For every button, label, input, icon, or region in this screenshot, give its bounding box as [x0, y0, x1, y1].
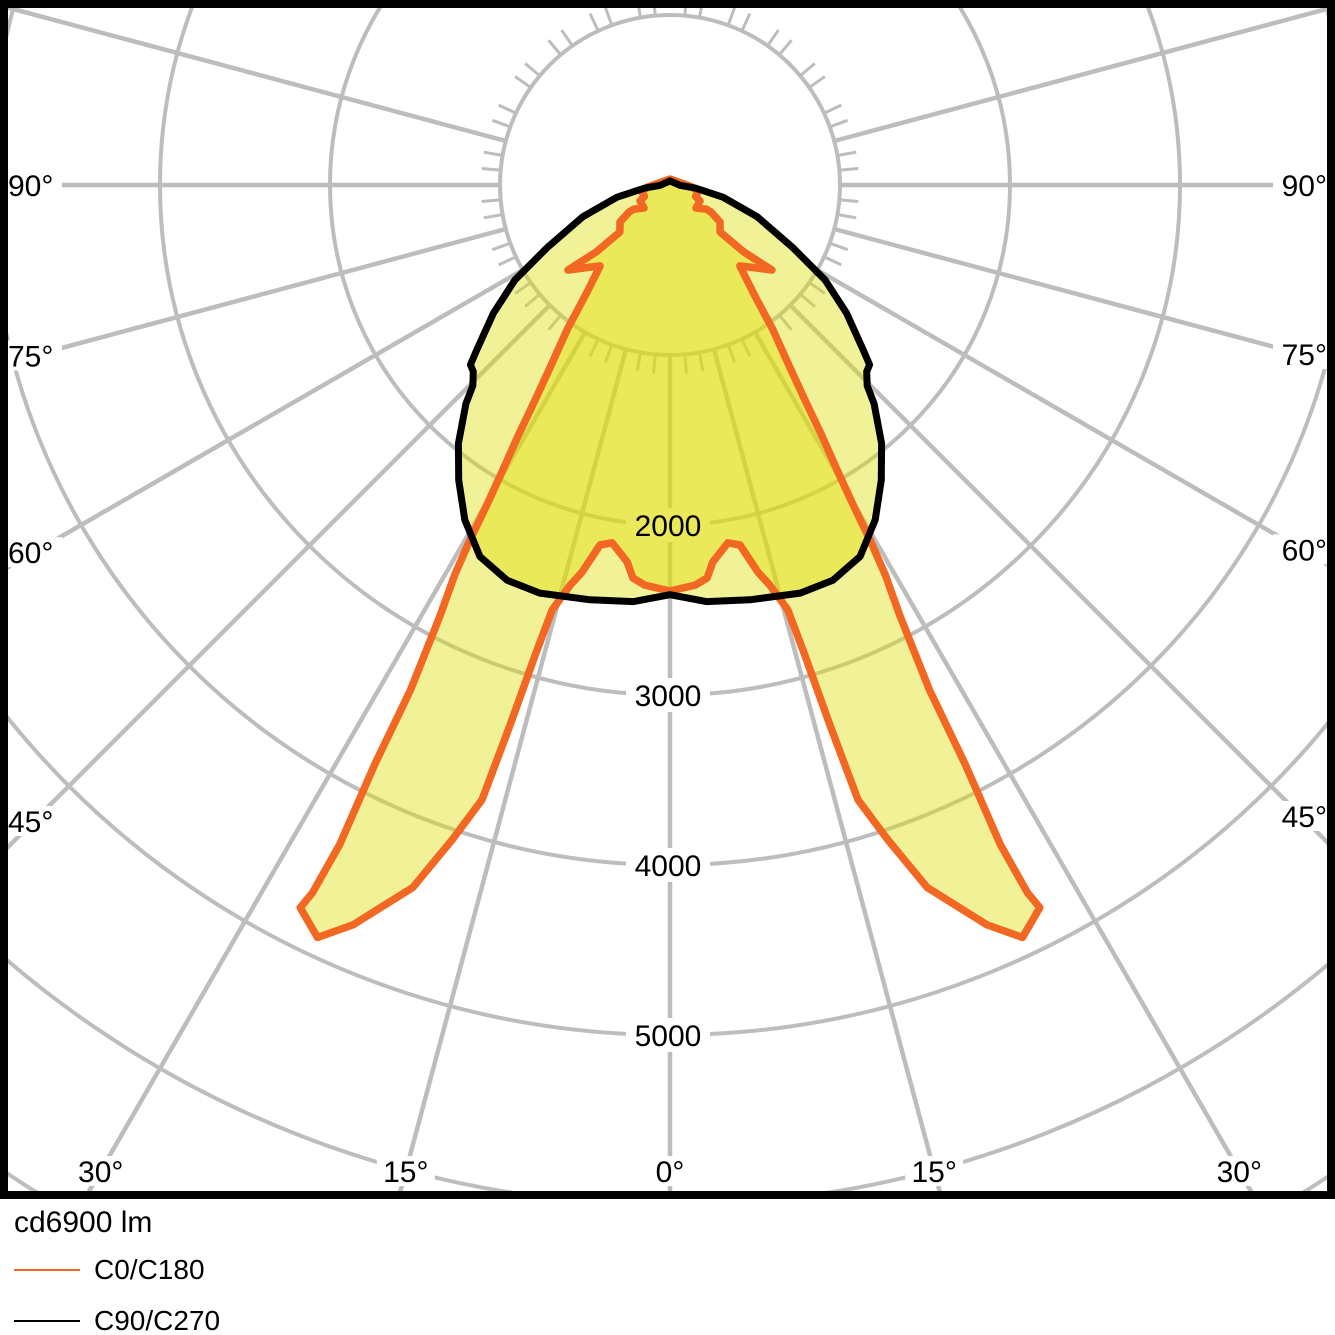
angle-label-left-2: 60°	[8, 537, 53, 570]
angle-label-right-0: 90°	[1282, 170, 1327, 203]
angle-label-bottom-4: 30°	[1217, 1156, 1262, 1189]
angle-label-left-1: 75°	[8, 340, 53, 373]
angle-label-bottom-3: 15°	[912, 1156, 957, 1189]
plot-border	[0, 0, 1335, 1199]
label-knockouts	[8, 170, 1327, 1186]
minor-angle-ticks	[481, 8, 859, 374]
chart-title: cd6900 lm	[14, 1206, 153, 1239]
angle-label-left-3: 45°	[8, 806, 53, 839]
angle-label-bottom-1: 15°	[383, 1156, 428, 1189]
c0-curve	[296, 175, 1044, 942]
legend-label-c0: C0/C180	[94, 1254, 205, 1285]
axis-labels: 2000 3000 4000 5000 30° 15° 0° 15° 30° 90° 90° 75° 7…	[8, 170, 1327, 1189]
legend-line-c90-icon	[14, 1320, 80, 1322]
angle-label-bottom-0: 30°	[78, 1156, 123, 1189]
legend-item-c0: C0/C180	[14, 1254, 414, 1305]
legend-line-c0-icon	[14, 1269, 80, 1271]
c90-curve	[454, 177, 886, 606]
angle-label-right-3: 45°	[1282, 801, 1327, 834]
angle-label-bottom-2: 0°	[656, 1156, 685, 1189]
radial-label-2000: 2000	[635, 510, 702, 543]
radial-label-4000: 4000	[635, 850, 702, 883]
legend: C0/C180 C90/C270	[14, 1254, 414, 1335]
radial-label-5000: 5000	[635, 1020, 702, 1053]
angle-label-right-1: 75°	[1282, 339, 1327, 372]
c0-fill	[300, 179, 1040, 938]
c90-fill	[458, 180, 882, 602]
angle-label-right-2: 60°	[1282, 534, 1327, 567]
legend-label-c90: C90/C270	[94, 1305, 221, 1335]
legend-item-c90: C90/C270	[14, 1305, 414, 1335]
angle-label-left-0: 90°	[8, 170, 53, 203]
radial-label-3000: 3000	[635, 680, 702, 713]
ring-1000	[498, 13, 842, 357]
